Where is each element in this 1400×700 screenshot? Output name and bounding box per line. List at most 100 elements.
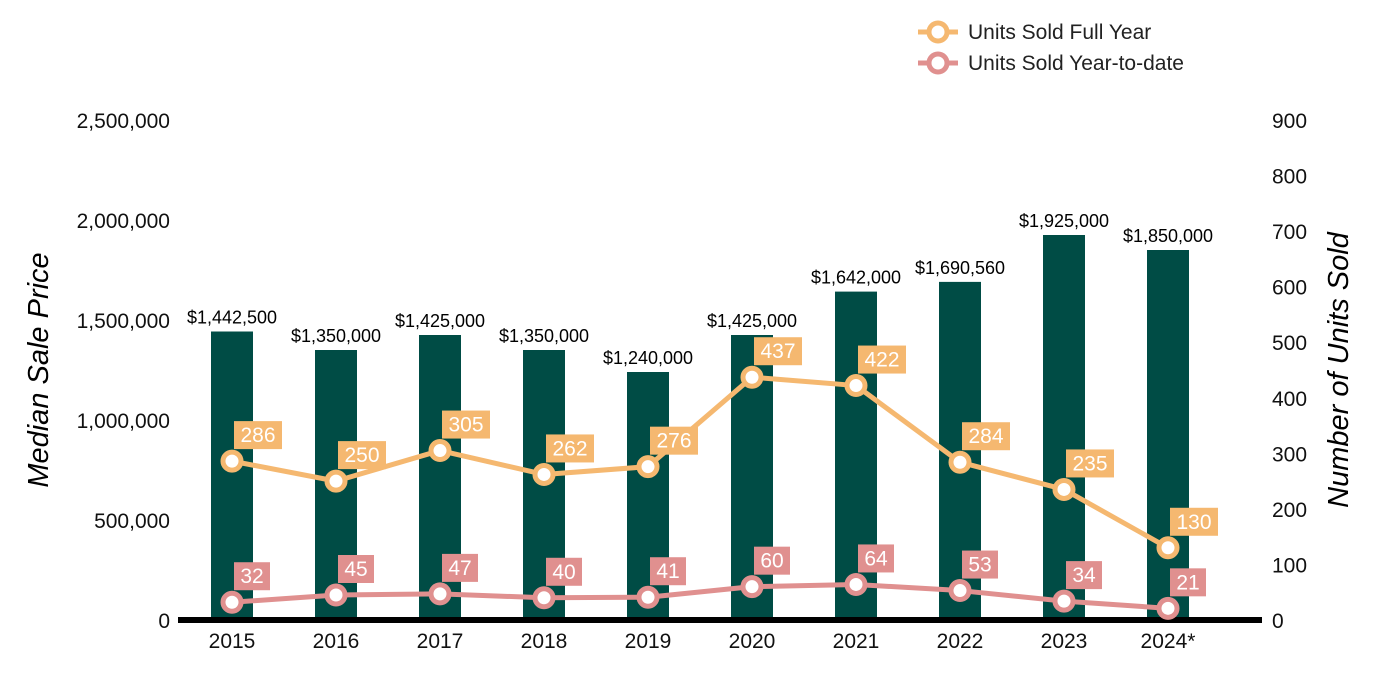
bar-value-label: $1,690,560 [915,258,1005,278]
bar-value-label: $1,240,000 [603,348,693,368]
x-tick-label: 2016 [313,630,360,653]
y-right-tick-label: 700 [1272,221,1307,244]
series-point [428,439,452,463]
series-point [740,365,764,389]
point-value-label: 286 [240,424,275,447]
series-point [1052,589,1076,613]
bar-value-label: $1,442,500 [187,308,277,328]
y-right-tick-label: 200 [1272,499,1307,522]
y-left-axis-title: Median Sale Price [23,252,55,487]
point-label-box [442,553,478,582]
bar-value-label: $1,425,000 [707,311,797,331]
point-label-box [1066,561,1102,590]
bar-labels: $1,442,500 $1,350,000 $1,425,000 $1,350,000… [187,211,1213,368]
series: 286 250 305 262 276 437 422 284 235 130 32 45 47 40 41… [220,337,1218,620]
x-tick-label: 2024* [1141,630,1196,653]
point-value-label: 64 [864,547,888,570]
bar-value-label: $1,425,000 [395,311,485,331]
series-point [844,374,868,398]
x-tick-label: 2018 [521,630,568,653]
bar-value-label: $1,350,000 [499,326,589,346]
point-value-label: 53 [968,554,991,577]
legend-label-ytd: Units Sold Year-to-date [968,52,1184,75]
series-line [231,374,1170,550]
point-label-box [754,546,790,575]
point-label-box [650,557,686,586]
point-label-box [754,337,802,366]
y-left-tick-label: 0 [158,610,170,633]
y-right-tick-label: 900 [1272,110,1307,133]
point-value-label: 32 [240,565,263,588]
point-value-label: 284 [968,425,1003,448]
x-tick-label: 2019 [625,630,672,653]
point-label-box [234,421,282,450]
series-point [740,575,764,599]
x-tick-label: 2021 [833,630,880,653]
x-tick-label: 2020 [729,630,776,653]
point-label-box [962,550,998,579]
point-label-box [442,410,490,439]
x-tick-label: 2023 [1041,630,1088,653]
point-value-label: 34 [1072,564,1096,587]
series-point [948,450,972,474]
point-value-label: 40 [552,561,575,584]
series-point [532,586,556,610]
y-left-tick-label: 2,000,000 [77,210,170,233]
point-value-label: 276 [656,430,691,453]
bar-value-label: $1,642,000 [811,268,901,288]
y-left-ticks: 0 500,000 1,000,000 1,500,000 2,000,000 2,500… [77,110,170,633]
bar-value-label: $1,350,000 [291,326,381,346]
legend-marker-ytd [926,51,950,75]
series-point [220,449,244,473]
point-label-box [338,555,374,583]
y-left-tick-label: 2,500,000 [77,110,170,133]
point-value-label: 250 [344,444,379,467]
point-value-label: 437 [760,340,795,363]
point-label-box [338,441,386,470]
bar-value-label: $1,925,000 [1019,211,1109,231]
series-point [220,590,244,614]
point-value-label: 47 [448,557,471,580]
y-right-tick-label: 300 [1272,443,1307,466]
x-tick-label: 2017 [417,630,464,653]
series-point [324,469,348,493]
bar [1147,250,1189,620]
point-label-box [858,345,906,374]
x-tick-label: 2015 [209,630,256,653]
y-left-tick-label: 1,500,000 [77,310,170,333]
y-right-tick-label: 500 [1272,332,1307,355]
series-point [428,582,452,606]
point-label-box [234,562,270,591]
y-right-ticks: 0 100 200 300 400 500 600 700 800 900 [1272,110,1307,633]
y-right-axis-title: Number of Units Sold [1323,231,1355,507]
series-point [532,462,556,486]
point-value-label: 262 [552,437,587,460]
y-left-tick-label: 1,000,000 [77,410,170,433]
legend-marker-full-year [926,20,950,44]
point-value-label: 305 [448,414,483,437]
series-full-year: 286 250 305 262 276 437 422 284 235 130 [220,337,1218,560]
point-label-box [858,544,894,573]
point-value-label: 235 [1072,452,1107,475]
point-label-box [1066,449,1114,478]
series-point [844,572,868,596]
series-point [1156,536,1180,560]
y-right-tick-label: 800 [1272,166,1307,189]
point-value-label: 45 [344,558,367,581]
y-left-tick-label: 500,000 [94,510,170,533]
legend-label-full-year: Units Sold Full Year [968,21,1151,44]
x-tick-label: 2022 [937,630,984,653]
series-point [324,583,348,607]
point-value-label: 21 [1176,571,1199,594]
bar-value-label: $1,850,000 [1123,226,1213,246]
y-right-tick-label: 100 [1272,554,1307,577]
y-right-tick-label: 400 [1272,388,1307,411]
point-label-box [546,557,582,586]
y-right-tick-label: 600 [1272,277,1307,300]
series-point [636,455,660,479]
series-point [1156,596,1180,620]
point-value-label: 422 [864,349,899,372]
series-point [636,585,660,609]
series-line [231,581,1169,611]
